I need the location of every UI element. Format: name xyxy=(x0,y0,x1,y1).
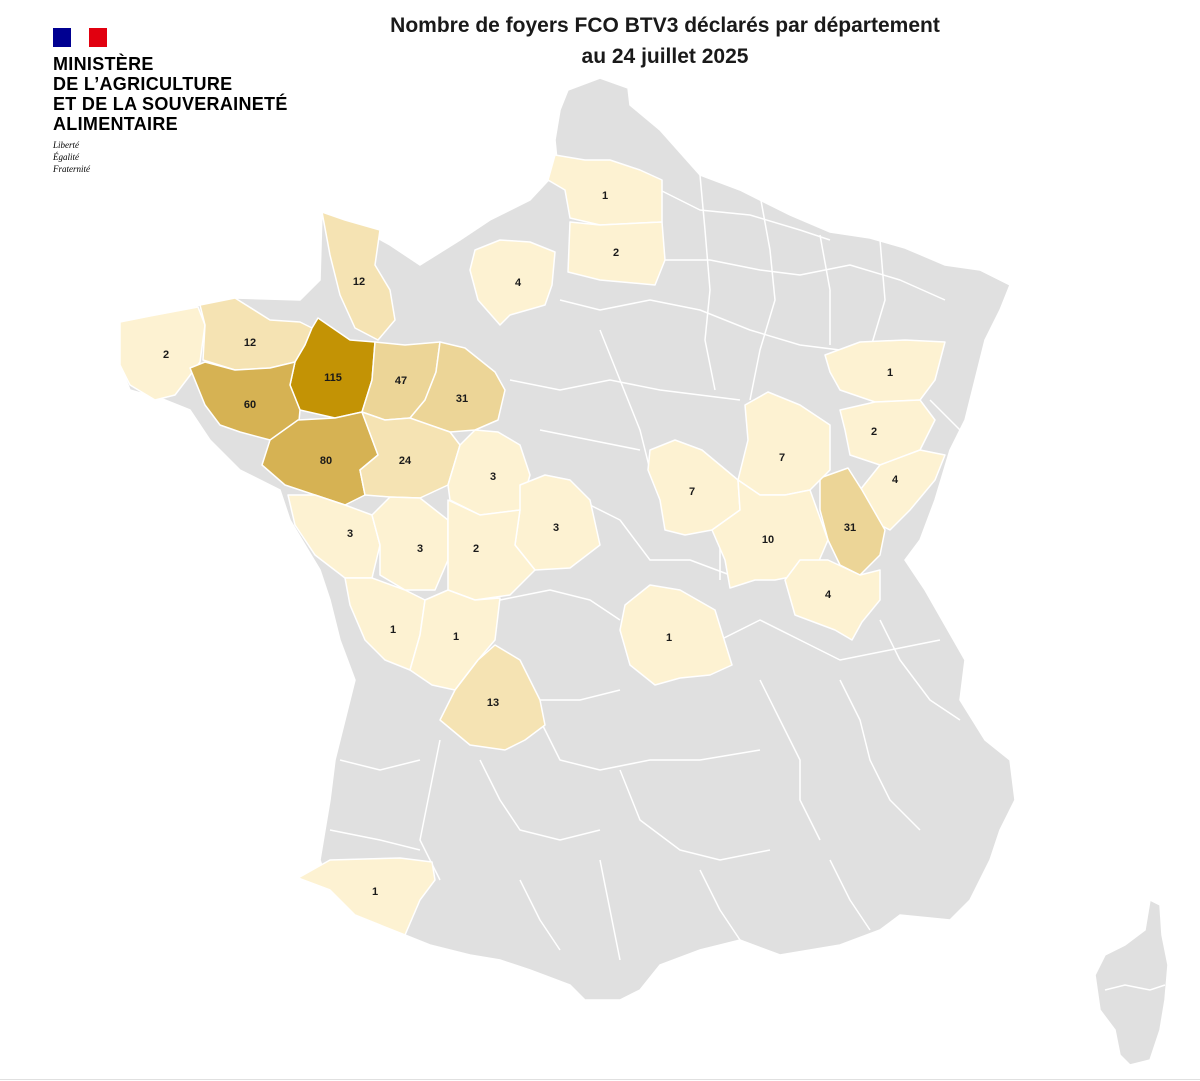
department-value-label: 24 xyxy=(399,455,412,467)
department-area[interactable] xyxy=(409,341,506,433)
department-value-label: 1 xyxy=(666,632,672,644)
department-value-label: 47 xyxy=(395,375,407,387)
title-line-1: Nombre de foyers FCO BTV3 déclarés par d… xyxy=(390,14,940,37)
department-value-label: 3 xyxy=(417,543,423,555)
department-value-label: 7 xyxy=(779,452,785,464)
department-value-label: 1 xyxy=(372,886,378,898)
department-value-label: 31 xyxy=(456,393,468,405)
department-value-label: 60 xyxy=(244,399,256,411)
department-value-label: 10 xyxy=(762,534,774,546)
ministry-name-line: ALIMENTAIRE xyxy=(53,114,178,134)
department-area[interactable] xyxy=(119,306,206,401)
department-area[interactable] xyxy=(447,499,536,601)
department-value-label: 1 xyxy=(602,190,608,202)
department-value-label: 4 xyxy=(825,589,832,601)
title-line-2: au 24 juillet 2025 xyxy=(581,45,749,68)
department-area[interactable] xyxy=(784,559,881,641)
motto-line: Égalité xyxy=(53,152,79,162)
department-value-label: 31 xyxy=(844,522,856,534)
motto-line: Fraternité xyxy=(53,164,90,174)
motto-line: Liberté xyxy=(53,140,79,150)
department-area[interactable] xyxy=(189,361,301,441)
department-area[interactable] xyxy=(359,411,461,499)
department-area[interactable] xyxy=(567,221,666,286)
department-area[interactable] xyxy=(297,857,436,936)
department-area[interactable] xyxy=(439,644,546,751)
republic-motto: Liberté Égalité Fraternité xyxy=(53,139,353,175)
department-area[interactable] xyxy=(321,211,396,341)
ministry-logo: MINISTÈRE DE L’AGRICULTURE ET DE LA SOUV… xyxy=(53,28,353,175)
bottom-divider xyxy=(0,1079,1200,1080)
department-value-label: 2 xyxy=(613,247,619,259)
department-value-label: 13 xyxy=(487,697,499,709)
department-value-label: 80 xyxy=(320,455,332,467)
department-area[interactable] xyxy=(261,411,379,506)
department-value-label: 115 xyxy=(324,372,342,384)
department-value-label: 1 xyxy=(453,631,459,643)
corsica-shape xyxy=(1094,898,1169,1066)
department-value-label: 2 xyxy=(163,349,169,361)
map-title: Nombre de foyers FCO BTV3 déclarés par d… xyxy=(300,10,1030,72)
colored-departments xyxy=(119,154,946,936)
ministry-name-line: ET DE LA SOUVERAINETÉ xyxy=(53,94,288,114)
department-value-label: 4 xyxy=(892,474,899,486)
department-area[interactable] xyxy=(819,467,886,576)
department-area[interactable] xyxy=(619,584,733,686)
department-value-label: 4 xyxy=(515,277,522,289)
ministry-name-line: DE L’AGRICULTURE xyxy=(53,74,233,94)
department-area[interactable] xyxy=(287,494,381,579)
department-area[interactable] xyxy=(469,239,556,326)
republic-flag-icon xyxy=(53,28,107,47)
department-value-label: 1 xyxy=(390,624,396,636)
department-area[interactable] xyxy=(371,496,449,591)
department-value-label: 12 xyxy=(353,276,365,288)
ministry-name-line: MINISTÈRE xyxy=(53,54,154,74)
department-value-label: 12 xyxy=(244,337,256,349)
department-value-label: 2 xyxy=(473,543,479,555)
department-value-label: 7 xyxy=(689,486,695,498)
ministry-name: MINISTÈRE DE L’AGRICULTURE ET DE LA SOUV… xyxy=(53,54,353,134)
department-value-label: 3 xyxy=(553,522,559,534)
department-value-label: 1 xyxy=(887,367,893,379)
department-area[interactable] xyxy=(824,339,946,403)
corsica-border xyxy=(1104,984,1166,991)
department-value-label: 2 xyxy=(871,426,877,438)
department-value-label: 3 xyxy=(490,471,496,483)
department-value-label: 3 xyxy=(347,528,353,540)
